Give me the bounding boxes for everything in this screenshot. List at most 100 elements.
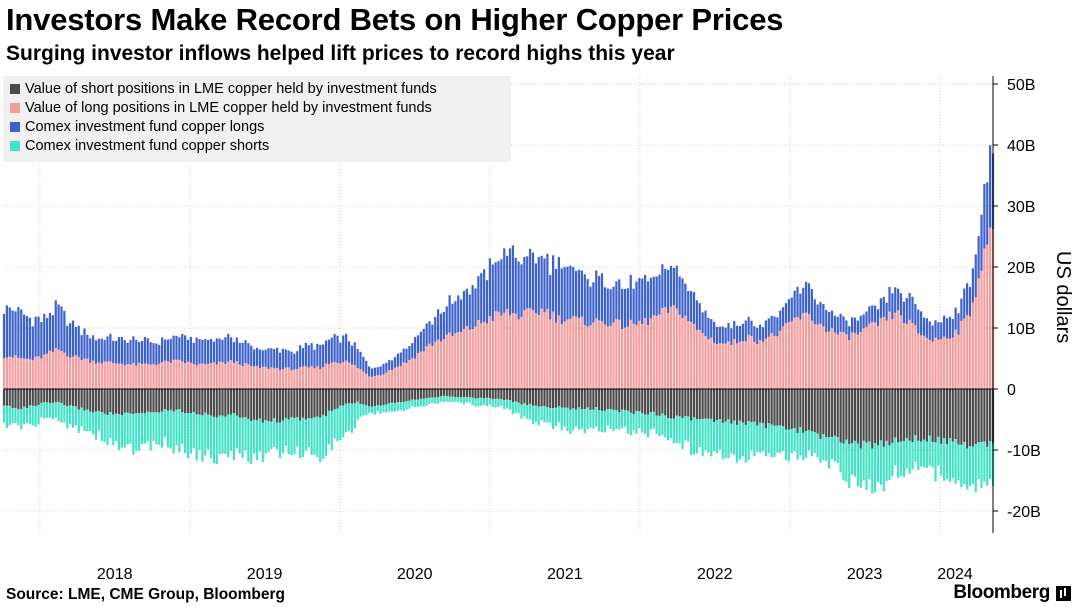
bar-lme-long [698, 329, 701, 389]
bar-lme-long [339, 363, 342, 389]
bar-lme-short [563, 389, 566, 408]
bar-comex-short [534, 405, 537, 423]
bar-comex-short [356, 401, 359, 420]
bar-lme-short [393, 389, 397, 403]
bar-comex-short [569, 409, 572, 434]
bar-comex-short [212, 416, 215, 464]
y-tick-label: -20B [1007, 504, 1041, 521]
bar-lme-long [819, 323, 822, 389]
bar-lme-short [5, 389, 8, 406]
bar-comex-short [750, 422, 753, 451]
bar-comex-short [497, 398, 500, 407]
bar-comex-long [802, 287, 805, 314]
bar-lme-short [813, 389, 816, 433]
bar-comex-short [442, 395, 445, 402]
bar-comex-short [155, 412, 158, 445]
bar-comex-long [273, 349, 276, 369]
bar-lme-long [612, 322, 615, 389]
bar-comex-short [848, 444, 851, 488]
bar-lme-long [209, 363, 213, 389]
bar-comex-short [163, 409, 167, 438]
bar-lme-short [664, 389, 667, 416]
bar-lme-long [876, 326, 880, 389]
bar-lme-long [494, 311, 497, 389]
bar-comex-short [89, 411, 92, 432]
bar-lme-short [764, 389, 767, 429]
bar-lme-long [756, 344, 759, 389]
bar-comex-short [770, 424, 773, 458]
bar-comex-short [917, 440, 920, 470]
bar-lme-short [152, 389, 155, 413]
bar-comex-short [201, 415, 204, 462]
bar-comex-short [523, 403, 526, 417]
bar-comex-long [713, 321, 716, 343]
bar-lme-short [339, 389, 342, 406]
bar-lme-short [690, 389, 693, 421]
bar-comex-long [370, 368, 374, 378]
bar-comex-long [267, 348, 270, 369]
bar-lme-long [457, 332, 460, 389]
bar-lme-long [152, 364, 155, 389]
bar-lme-short [86, 389, 89, 410]
bar-lme-short [552, 389, 555, 409]
bar-comex-short [494, 398, 497, 408]
bar-comex-long [770, 315, 773, 334]
bar-comex-long [756, 327, 759, 345]
bar-comex-long [330, 337, 333, 363]
bar-lme-short [595, 389, 598, 408]
bar-comex-short [776, 425, 779, 453]
bar-comex-long [701, 312, 704, 334]
bar-lme-long [276, 367, 279, 389]
bar-lme-long [287, 367, 290, 389]
bar-comex-long [644, 274, 647, 318]
bar-lme-long [60, 350, 63, 389]
bar-lme-short [442, 389, 445, 396]
bar-lme-short [316, 389, 319, 417]
bar-lme-long [399, 366, 402, 389]
bar-lme-long [5, 357, 8, 389]
x-tick-label: 2020 [397, 566, 433, 583]
bar-comex-short [416, 399, 420, 407]
bar-lme-short [520, 389, 523, 405]
bar-comex-long [255, 347, 259, 366]
bar-comex-long [733, 321, 736, 340]
bar-comex-short [310, 418, 313, 456]
bar-lme-long [531, 310, 535, 389]
bar-comex-short [807, 430, 811, 451]
bar-lme-short [218, 389, 221, 416]
bar-comex-short [894, 437, 897, 466]
bar-comex-short [557, 406, 560, 423]
bar-comex-short [713, 422, 716, 452]
bar-comex-short [865, 442, 868, 491]
bar-lme-short [577, 389, 581, 408]
bar-comex-short [48, 403, 52, 418]
y-tick-label: 0 [1007, 382, 1016, 399]
bar-lme-long [319, 369, 322, 389]
bar-lme-short [276, 389, 279, 423]
bar-comex-long [738, 326, 742, 342]
bar-lme-long [77, 357, 80, 389]
bar-comex-short [931, 442, 934, 468]
bar-comex-short [209, 415, 213, 459]
bar-lme-short [201, 389, 204, 416]
y-axis-label: US dollars [1052, 251, 1074, 343]
bar-lme-short [310, 389, 313, 419]
bar-lme-short [977, 389, 980, 443]
bar-comex-long [810, 289, 813, 321]
bar-comex-short [425, 398, 428, 406]
bar-lme-short [2, 389, 6, 406]
bar-comex-long [296, 351, 299, 370]
bar-comex-short [759, 422, 762, 453]
bar-lme-short [40, 389, 43, 404]
bar-lme-long [86, 358, 89, 389]
bar-comex-long [623, 289, 627, 328]
bar-comex-short [839, 442, 842, 473]
bar-lme-long [23, 358, 26, 389]
bar-lme-long [807, 314, 811, 389]
bar-comex-short [813, 432, 816, 453]
bar-comex-long [839, 313, 842, 332]
bar-lme-short [948, 389, 951, 439]
bar-comex-long [626, 288, 629, 327]
bar-lme-long [362, 371, 365, 389]
bar-comex-short [543, 406, 546, 423]
